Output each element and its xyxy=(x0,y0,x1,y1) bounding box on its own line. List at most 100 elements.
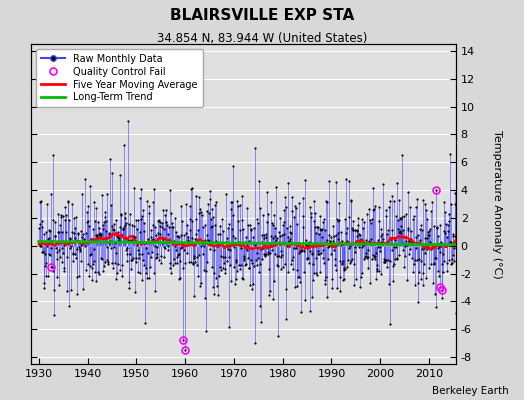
Point xyxy=(231,235,239,242)
Point xyxy=(162,219,170,225)
Point xyxy=(259,212,267,218)
Point xyxy=(282,204,290,210)
Point xyxy=(452,310,461,317)
Point xyxy=(260,251,269,258)
Point xyxy=(317,250,325,256)
Point xyxy=(391,243,400,250)
Point xyxy=(398,227,407,233)
Point xyxy=(95,230,104,237)
Point xyxy=(138,251,147,257)
Point xyxy=(86,235,95,242)
Point xyxy=(111,240,119,246)
Point xyxy=(48,217,57,223)
Point xyxy=(144,203,152,209)
Point xyxy=(312,229,321,236)
Point xyxy=(359,242,368,248)
Point xyxy=(300,248,308,254)
Point xyxy=(249,263,258,270)
Point xyxy=(172,253,181,260)
Point xyxy=(420,244,428,251)
Point xyxy=(39,249,47,255)
Point xyxy=(375,218,384,224)
Point xyxy=(230,212,238,218)
Point xyxy=(112,217,121,223)
Point xyxy=(185,239,193,245)
Point xyxy=(235,262,243,268)
Point xyxy=(183,250,191,256)
Point xyxy=(344,256,352,263)
Point xyxy=(77,228,85,234)
Point xyxy=(347,258,355,264)
Point xyxy=(308,251,316,257)
Point xyxy=(157,220,166,227)
Point xyxy=(192,216,201,222)
Point xyxy=(345,213,354,220)
Point xyxy=(178,243,187,250)
Point xyxy=(269,278,278,284)
Point xyxy=(174,252,182,258)
Point xyxy=(232,256,241,263)
Point xyxy=(90,258,98,264)
Point xyxy=(204,201,212,207)
Point xyxy=(394,226,402,232)
Point xyxy=(250,145,259,152)
Point xyxy=(241,239,249,246)
Point xyxy=(124,285,133,292)
Point xyxy=(62,228,71,235)
Point xyxy=(295,200,303,206)
Point xyxy=(388,192,396,199)
Point xyxy=(367,240,376,247)
Point xyxy=(405,251,413,257)
Point xyxy=(285,238,293,244)
Point xyxy=(393,256,401,263)
Point xyxy=(184,237,192,244)
Point xyxy=(136,270,145,277)
Point xyxy=(422,207,430,214)
Point xyxy=(294,274,302,280)
Point xyxy=(147,234,155,240)
Point xyxy=(102,218,111,224)
Point xyxy=(271,225,280,232)
Point xyxy=(258,244,267,251)
Point xyxy=(129,237,137,244)
Point xyxy=(35,240,43,247)
Point xyxy=(84,273,93,279)
Point xyxy=(48,238,56,244)
Point xyxy=(45,226,53,233)
Point xyxy=(375,204,383,210)
Point xyxy=(143,274,151,281)
Point xyxy=(445,211,454,217)
Point xyxy=(352,238,360,244)
Point xyxy=(137,213,146,219)
Point xyxy=(378,238,386,245)
Point xyxy=(379,259,388,265)
Point xyxy=(443,268,451,274)
Point xyxy=(183,234,192,240)
Point xyxy=(444,228,452,234)
Point xyxy=(255,177,263,184)
Point xyxy=(262,251,270,258)
Point xyxy=(73,230,82,237)
Point xyxy=(269,235,277,241)
Point xyxy=(290,214,299,220)
Point xyxy=(369,254,378,260)
Point xyxy=(152,244,161,250)
Point xyxy=(383,264,391,270)
Point xyxy=(425,238,434,245)
Point xyxy=(364,247,372,254)
Point xyxy=(177,232,185,238)
Point xyxy=(262,234,270,240)
Point xyxy=(196,242,205,249)
Point xyxy=(358,225,367,232)
Point xyxy=(149,222,157,229)
Point xyxy=(235,202,244,208)
Point xyxy=(297,248,305,254)
Point xyxy=(182,242,190,248)
Point xyxy=(198,240,206,246)
Point xyxy=(238,275,247,282)
Point xyxy=(350,260,358,267)
Point xyxy=(429,240,438,247)
Point xyxy=(146,227,155,234)
Point xyxy=(226,262,234,268)
Point xyxy=(291,284,299,290)
